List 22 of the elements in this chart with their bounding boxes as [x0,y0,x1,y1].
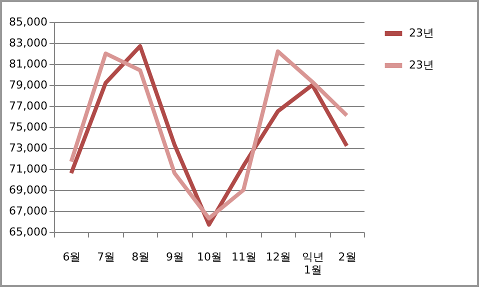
y-tick-label: 65,000 [9,226,48,238]
x-tick-label: 12월 [266,250,291,264]
x-tick-label: 익년 1월 [302,250,324,276]
y-tick-label: 75,000 [9,120,48,134]
legend-label: 23년 [409,26,434,40]
x-tick-label: 10월 [197,250,222,264]
y-tick-label: 77,000 [9,100,48,112]
y-tick-label: 73,000 [9,142,48,154]
y-tick-label: 69,000 [9,184,48,196]
y-tick-label: 71,000 [9,162,48,176]
x-tick-label: 2월 [338,250,356,264]
y-tick-label: 79,000 [9,78,48,92]
y-tick-label: 81,000 [9,58,48,70]
legend-label: 23년 [409,58,434,72]
x-tick-label: 9월 [166,250,184,264]
x-tick-label: 8월 [132,250,150,264]
y-tick-label: 85,000 [9,16,48,28]
x-tick-label: 11월 [231,250,256,264]
x-tick-label: 6월 [62,250,81,264]
x-tick-label: 7월 [97,250,116,264]
y-tick-label: 83,000 [9,36,48,50]
y-tick-label: 67,000 [9,204,48,218]
